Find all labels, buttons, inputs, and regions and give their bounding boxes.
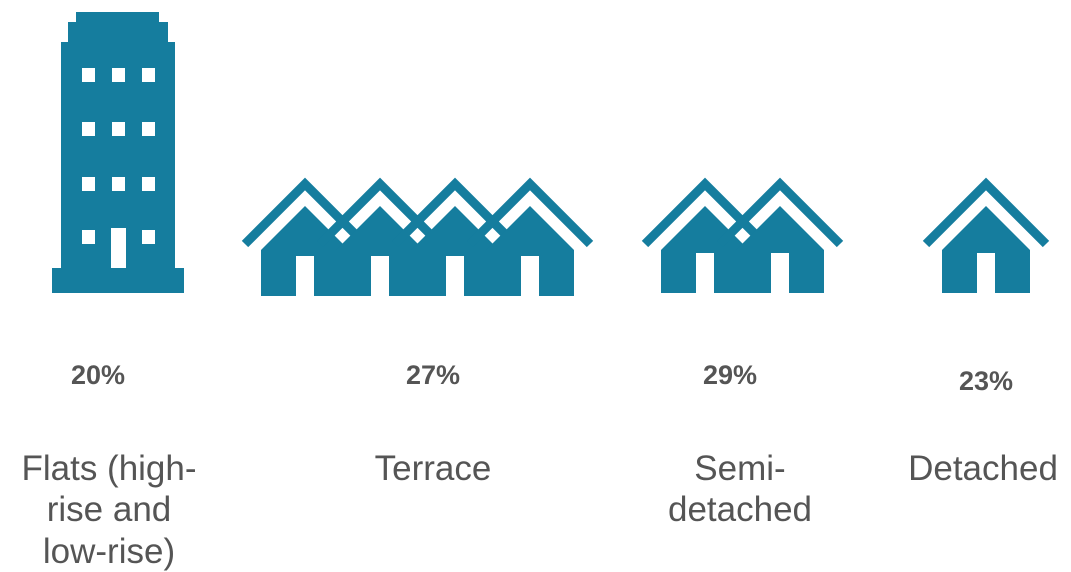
tower-block-icon — [52, 12, 184, 293]
house-body — [411, 206, 499, 296]
tower-window — [142, 230, 155, 244]
house-door — [296, 256, 314, 296]
terrace-houses-icon — [241, 177, 594, 296]
value-label-flats: 20% — [70, 360, 126, 390]
semi-house — [716, 177, 844, 293]
semi-detached-houses-icon — [641, 177, 844, 293]
tower-window — [82, 230, 95, 244]
value-label-terrace: 27% — [405, 360, 461, 390]
detached-house — [922, 177, 1050, 293]
category-label-terrace: Terrace — [328, 448, 538, 489]
category-label-flats-line-1: Flats (high- — [21, 449, 197, 488]
roof-line — [466, 177, 594, 248]
house-door — [771, 253, 789, 293]
roof-line — [716, 177, 844, 248]
tower-window — [82, 177, 95, 191]
house-door — [446, 256, 464, 296]
house-body — [486, 206, 574, 296]
house-body — [261, 206, 349, 296]
detached-house-icon — [922, 177, 1050, 293]
tower-window — [82, 68, 95, 82]
tower-door — [111, 228, 126, 268]
category-label-semi-detached-line-2: detached — [667, 490, 813, 530]
category-label-terrace-line-1: Terrace — [374, 449, 492, 488]
tower-top — [68, 22, 168, 44]
tower-crown — [76, 12, 159, 24]
house-body — [942, 206, 1030, 293]
house-body — [336, 206, 424, 296]
category-label-flats: Flats (high- rise and low-rise) — [0, 448, 218, 572]
house-door — [977, 253, 995, 293]
category-label-semi-detached-line-1: Semi- — [694, 449, 786, 488]
category-label-semi-detached: Semi- detached — [640, 448, 840, 531]
tower-window — [82, 122, 95, 136]
value-label-detached: 23% — [958, 366, 1014, 396]
roof-line — [922, 177, 1050, 248]
house-door — [371, 256, 389, 296]
house-body — [661, 206, 749, 293]
house-door — [521, 256, 539, 296]
category-label-detached-line-1: Detached — [908, 449, 1058, 488]
tower-window — [112, 68, 125, 82]
house-door — [696, 253, 714, 293]
tower-base — [52, 268, 184, 293]
category-label-detached: Detached — [895, 448, 1071, 489]
tower-window — [142, 122, 155, 136]
category-label-flats-line-2: rise and — [46, 490, 172, 530]
tower-window — [112, 177, 125, 191]
tower-window — [142, 68, 155, 82]
tower-window — [142, 177, 155, 191]
terrace-house — [466, 177, 594, 296]
category-label-flats-line-3: low-rise) — [42, 531, 176, 571]
tower-window — [112, 122, 125, 136]
house-body — [736, 206, 824, 293]
value-label-semi-detached: 29% — [702, 360, 758, 390]
